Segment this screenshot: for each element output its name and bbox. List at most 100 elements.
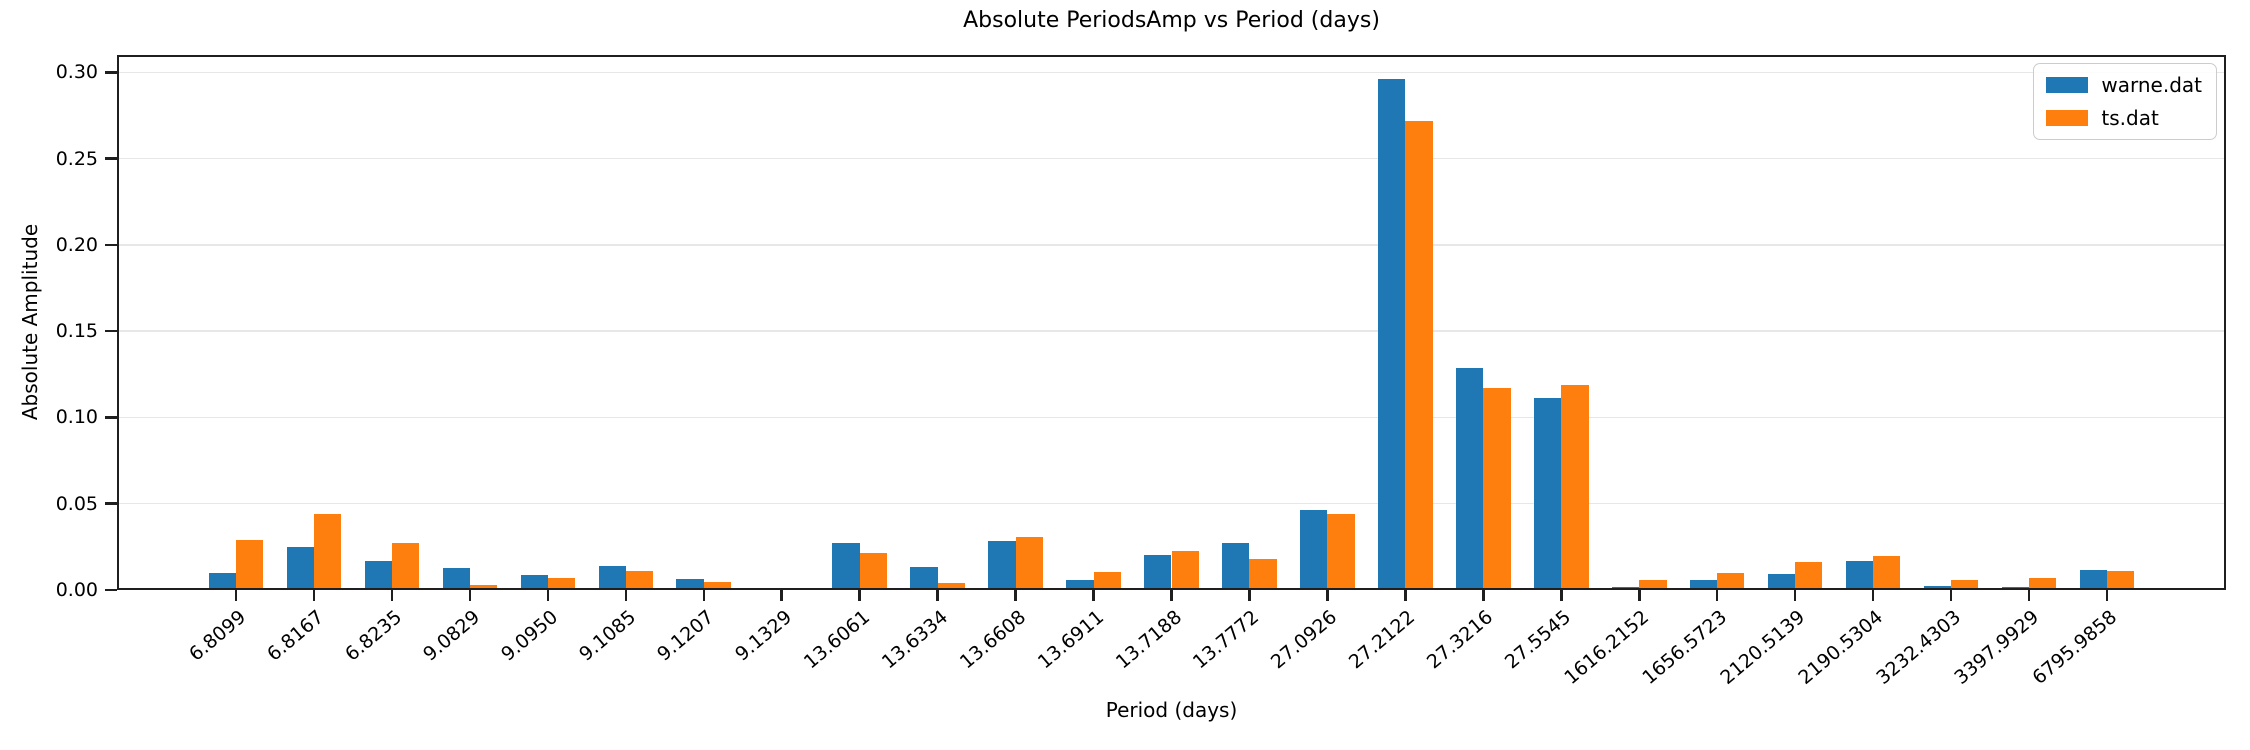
legend-swatch-warne.dat [2046, 77, 2089, 93]
y-tick-label: 0.15 [55, 320, 98, 343]
x-tick-mark [1014, 590, 1017, 601]
x-axis-label: Period (days) [1105, 698, 1238, 722]
gridline [117, 157, 2226, 160]
gridline [117, 330, 2226, 332]
bar-ts.dat [937, 583, 965, 590]
bar-warne.dat [676, 578, 704, 590]
legend-swatch-ts.dat [2046, 110, 2089, 126]
legend-label: warne.dat [2101, 73, 2202, 97]
bar-warne.dat [442, 567, 470, 590]
gridline [117, 71, 2226, 73]
bar-warne.dat [832, 542, 860, 590]
x-tick-mark [1404, 590, 1407, 601]
legend: warne.dat ts.dat [2033, 63, 2217, 140]
bar-ts.dat [1561, 384, 1589, 590]
x-tick-mark [1871, 590, 1875, 601]
bar-warne.dat [1066, 579, 1094, 590]
y-tick-label: 0.10 [55, 406, 98, 429]
bar-warne.dat [1767, 573, 1796, 590]
y-tick-mark [105, 329, 117, 333]
x-tick-mark [1949, 590, 1953, 601]
axes-spines [117, 55, 2226, 590]
x-tick-mark [234, 590, 238, 601]
x-tick-mark [312, 590, 316, 601]
bar-warne.dat [988, 540, 1016, 590]
y-tick-mark [105, 416, 117, 419]
x-tick-mark [546, 590, 550, 601]
y-tick-mark [105, 71, 117, 74]
x-tick-mark [2027, 590, 2031, 601]
bar-warne.dat [1222, 542, 1250, 590]
bar-warne.dat [2001, 586, 2030, 590]
bar-ts.dat [1873, 556, 1901, 590]
y-tick-label: 0.30 [55, 61, 98, 84]
legend-item: warne.dat [2046, 73, 2202, 97]
bar-ts.dat [1015, 536, 1043, 590]
y-tick-mark [105, 157, 117, 160]
y-tick-label: 0.05 [55, 492, 98, 515]
bar-ts.dat [1093, 571, 1121, 590]
y-tick-label: 0.00 [55, 579, 98, 601]
bar-warne.dat [1923, 585, 1952, 590]
bar-warne.dat [520, 575, 548, 590]
bar-warne.dat [1534, 398, 1562, 590]
bar-ts.dat [1795, 561, 1823, 590]
x-tick-mark [702, 590, 705, 601]
bar-warne.dat [1456, 368, 1484, 590]
bar-warne.dat [1300, 509, 1328, 590]
x-tick-mark [468, 590, 472, 601]
gridline [117, 416, 2226, 419]
bar-ts.dat [625, 571, 654, 590]
x-tick-mark [1638, 590, 1641, 601]
x-tick-mark [1092, 590, 1095, 601]
chart-title: Absolute PeriodsAmp vs Period (days) [963, 8, 1380, 33]
bar-ts.dat [313, 514, 342, 590]
bar-ts.dat [2029, 577, 2057, 590]
plot-area: warne.dat ts.dat [117, 55, 2226, 590]
y-tick-label: 0.20 [55, 233, 98, 256]
bar-ts.dat [859, 552, 887, 590]
bar-warne.dat [1378, 79, 1406, 590]
bar-warne.dat [754, 589, 782, 590]
bar-warne.dat [364, 560, 392, 590]
y-tick-mark [105, 243, 117, 247]
x-tick-mark [1560, 590, 1563, 601]
x-tick-mark [936, 590, 939, 601]
bar-ts.dat [1951, 579, 1979, 590]
gridline [117, 244, 2226, 246]
x-tick-mark [1326, 590, 1329, 601]
y-tick-mark [105, 502, 117, 505]
y-tick-label: 0.25 [55, 147, 98, 170]
bar-warne.dat [208, 572, 236, 590]
x-tick-mark [2105, 590, 2109, 601]
bar-warne.dat [2079, 570, 2107, 590]
x-tick-mark [858, 590, 861, 601]
bar-ts.dat [1249, 558, 1277, 590]
bar-warne.dat [286, 546, 314, 590]
bar-warne.dat [1144, 554, 1172, 590]
legend-label: ts.dat [2101, 106, 2159, 130]
gridline [117, 502, 2226, 505]
bar-ts.dat [703, 582, 732, 590]
bar-warne.dat [1689, 579, 1718, 590]
bar-ts.dat [469, 584, 498, 590]
x-tick-mark [624, 590, 628, 601]
bar-ts.dat [1327, 514, 1355, 590]
bar-ts.dat [236, 539, 264, 590]
bar-ts.dat [391, 543, 420, 590]
bar-ts.dat [1405, 120, 1433, 590]
bar-ts.dat [1639, 579, 1667, 590]
bar-ts.dat [547, 577, 576, 590]
x-tick-mark [1793, 590, 1797, 601]
bar-warne.dat [910, 566, 938, 590]
x-tick-mark [1715, 590, 1719, 601]
x-tick-label: 6.8099 [185, 606, 251, 666]
x-tick-mark [390, 590, 394, 601]
x-tick-mark [1248, 590, 1251, 601]
y-tick-mark [105, 588, 117, 592]
legend-item: ts.dat [2046, 106, 2202, 130]
x-tick-mark [1170, 590, 1173, 601]
x-tick-mark [1482, 590, 1485, 601]
bar-ts.dat [1171, 551, 1199, 590]
